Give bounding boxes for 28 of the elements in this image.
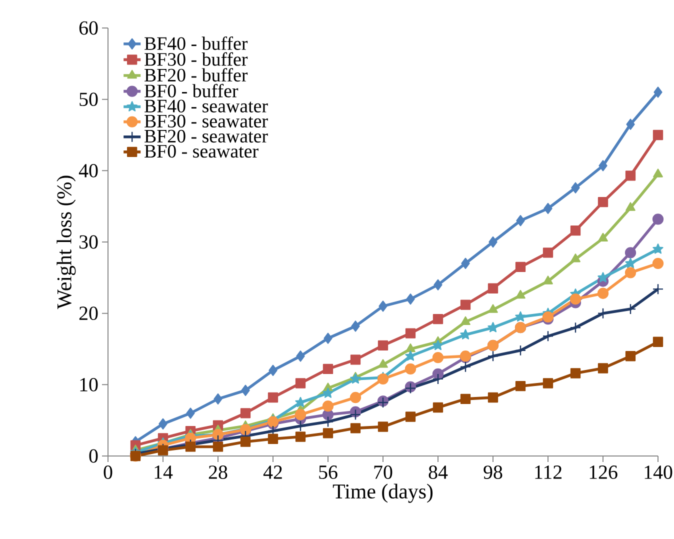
legend-label: BF20 - seawater <box>144 130 268 143</box>
x-tick-label: 84 <box>428 466 448 479</box>
y-tick-label: 10 <box>80 378 98 392</box>
legend-label: BF30 - seawater <box>144 114 268 128</box>
x-tick-label: 70 <box>374 466 392 479</box>
x-tick-label: 14 <box>154 466 173 479</box>
y-tick-label: 0 <box>89 449 98 463</box>
x-tick-label: 28 <box>208 466 228 479</box>
x-axis-title: Time (days) <box>332 484 433 503</box>
x-tick-label: 126 <box>590 466 618 479</box>
legend-label: BF20 - buffer <box>144 68 248 82</box>
y-axis-title: Weight loss (%) <box>56 176 76 310</box>
x-tick-label: 140 <box>644 466 672 479</box>
legend-label: BF0 - seawater <box>144 144 258 158</box>
y-tick-label: 20 <box>79 306 98 320</box>
x-tick-label: 42 <box>263 466 282 479</box>
x-tick-label: 112 <box>535 466 562 479</box>
legend-label: BF0 - buffer <box>144 84 238 98</box>
y-tick-label: 50 <box>80 92 98 106</box>
legend-label: BF30 - buffer <box>144 52 248 66</box>
y-tick-label: 30 <box>80 235 98 249</box>
legend-label: BF40 - buffer <box>144 36 248 50</box>
x-tick-label: 98 <box>484 466 502 479</box>
x-tick-label: 0 <box>104 466 112 479</box>
y-tick-label: 60 <box>79 21 98 35</box>
legend-label: BF40 - seawater <box>144 100 268 112</box>
x-tick-label: 56 <box>319 466 338 479</box>
y-tick-label: 40 <box>78 164 98 178</box>
